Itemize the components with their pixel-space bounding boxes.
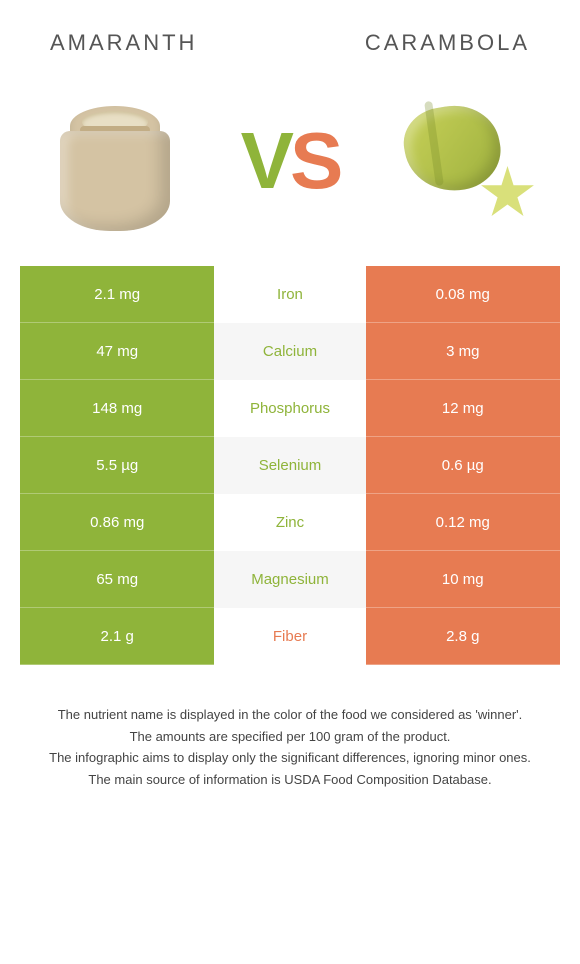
food-right-title: Carambola [365,30,530,56]
value-left: 2.1 g [20,608,214,665]
footer-notes: The nutrient name is displayed in the co… [0,665,580,811]
value-left: 148 mg [20,380,214,437]
value-left: 47 mg [20,323,214,380]
value-right: 3 mg [366,323,560,380]
table-row: 2.1 gFiber2.8 g [20,608,560,665]
table-row: 0.86 mgZinc0.12 mg [20,494,560,551]
vs-s: S [290,116,339,205]
value-left: 0.86 mg [20,494,214,551]
value-right: 2.8 g [366,608,560,665]
table-row: 47 mgCalcium3 mg [20,323,560,380]
value-right: 0.6 µg [366,437,560,494]
table-row: 2.1 mgIron0.08 mg [20,266,560,323]
footer-line: The amounts are specified per 100 gram o… [20,727,560,747]
value-right: 0.12 mg [366,494,560,551]
nutrient-label: Fiber [214,608,365,665]
footer-line: The nutrient name is displayed in the co… [20,705,560,725]
value-right: 0.08 mg [366,266,560,323]
food-left-title: Amaranth [50,30,197,56]
value-right: 12 mg [366,380,560,437]
table-row: 65 mgMagnesium10 mg [20,551,560,608]
carambola-image [390,86,540,236]
footer-line: The main source of information is USDA F… [20,770,560,790]
value-left: 65 mg [20,551,214,608]
nutrient-label: Calcium [214,323,365,380]
nutrient-table: 2.1 mgIron0.08 mg47 mgCalcium3 mg148 mgP… [20,266,560,665]
hero-row: VS [0,76,580,266]
value-left: 2.1 mg [20,266,214,323]
table-row: 5.5 µgSelenium0.6 µg [20,437,560,494]
amaranth-image [40,86,190,236]
infographic-container: Amaranth Carambola VS 2.1 mgIron0.08 mg4… [0,0,580,811]
vs-v: V [241,116,290,205]
nutrient-label: Selenium [214,437,365,494]
nutrient-label: Iron [214,266,365,323]
nutrient-label: Magnesium [214,551,365,608]
nutrient-label: Phosphorus [214,380,365,437]
vs-label: VS [241,115,340,207]
footer-line: The infographic aims to display only the… [20,748,560,768]
value-right: 10 mg [366,551,560,608]
table-row: 148 mgPhosphorus12 mg [20,380,560,437]
header: Amaranth Carambola [0,0,580,76]
nutrient-label: Zinc [214,494,365,551]
value-left: 5.5 µg [20,437,214,494]
